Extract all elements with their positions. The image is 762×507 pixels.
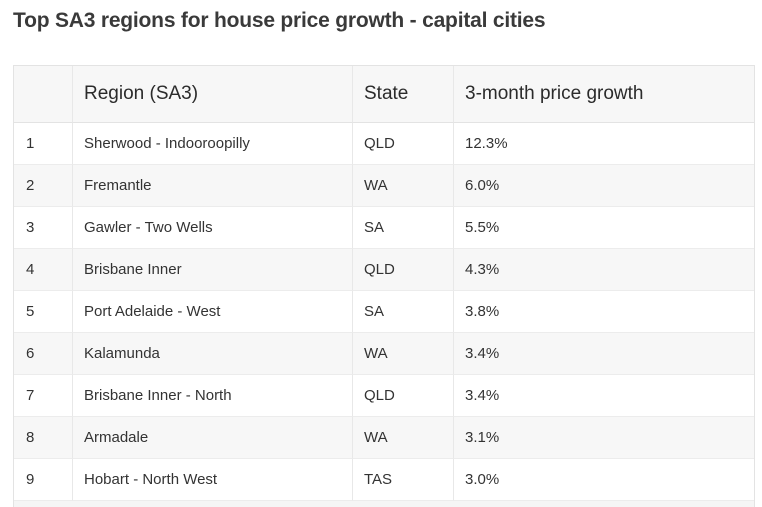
cell-state: QLD (353, 249, 454, 291)
table-row: 5 Port Adelaide - West SA 3.8% (14, 291, 754, 333)
growth-table-container: Region (SA3) State 3-month price growth … (13, 65, 755, 507)
cell-region: Gawler - Two Wells (73, 207, 353, 249)
cell-state: WA (353, 165, 454, 207)
table-row: 4 Brisbane Inner QLD 4.3% (14, 249, 754, 291)
cell-state: QLD (353, 123, 454, 165)
growth-table: Region (SA3) State 3-month price growth … (14, 66, 754, 501)
cell-state: QLD (353, 375, 454, 417)
cell-growth: 4.3% (454, 249, 754, 291)
table-row: 7 Brisbane Inner - North QLD 3.4% (14, 375, 754, 417)
cell-growth: 3.1% (454, 417, 754, 459)
cell-state: TAS (353, 459, 454, 501)
table-row: 3 Gawler - Two Wells SA 5.5% (14, 207, 754, 249)
cell-growth: 12.3% (454, 123, 754, 165)
table-row: 8 Armadale WA 3.1% (14, 417, 754, 459)
page-title: Top SA3 regions for house price growth -… (13, 9, 546, 32)
cell-region: Port Adelaide - West (73, 291, 353, 333)
cell-state: SA (353, 291, 454, 333)
header-growth: 3-month price growth (454, 66, 754, 123)
cell-state: WA (353, 333, 454, 375)
cell-region: Sherwood - Indooroopilly (73, 123, 353, 165)
cell-growth: 3.4% (454, 375, 754, 417)
cell-region: Fremantle (73, 165, 353, 207)
cell-rank: 7 (14, 375, 73, 417)
cell-growth: 5.5% (454, 207, 754, 249)
header-region: Region (SA3) (73, 66, 353, 123)
cell-region: Brisbane Inner - North (73, 375, 353, 417)
table-row: 2 Fremantle WA 6.0% (14, 165, 754, 207)
cell-rank: 3 (14, 207, 73, 249)
cell-growth: 3.4% (454, 333, 754, 375)
cell-growth: 6.0% (454, 165, 754, 207)
table-body: 1 Sherwood - Indooroopilly QLD 12.3% 2 Freman… (14, 123, 754, 501)
cell-region: Armadale (73, 417, 353, 459)
table-row: 6 Kalamunda WA 3.4% (14, 333, 754, 375)
cell-rank: 2 (14, 165, 73, 207)
cell-rank: 1 (14, 123, 73, 165)
header-rank (14, 66, 73, 123)
cell-rank: 4 (14, 249, 73, 291)
table-row: 1 Sherwood - Indooroopilly QLD 12.3% (14, 123, 754, 165)
table-header-row: Region (SA3) State 3-month price growth (14, 66, 754, 123)
cell-growth: 3.0% (454, 459, 754, 501)
table-row: 9 Hobart - North West TAS 3.0% (14, 459, 754, 501)
cell-rank: 6 (14, 333, 73, 375)
cell-rank: 8 (14, 417, 73, 459)
cell-growth: 3.8% (454, 291, 754, 333)
cell-state: SA (353, 207, 454, 249)
cell-state: WA (353, 417, 454, 459)
cell-region: Brisbane Inner (73, 249, 353, 291)
cell-rank: 5 (14, 291, 73, 333)
cell-region: Hobart - North West (73, 459, 353, 501)
header-state: State (353, 66, 454, 123)
cell-rank: 9 (14, 459, 73, 501)
cell-region: Kalamunda (73, 333, 353, 375)
